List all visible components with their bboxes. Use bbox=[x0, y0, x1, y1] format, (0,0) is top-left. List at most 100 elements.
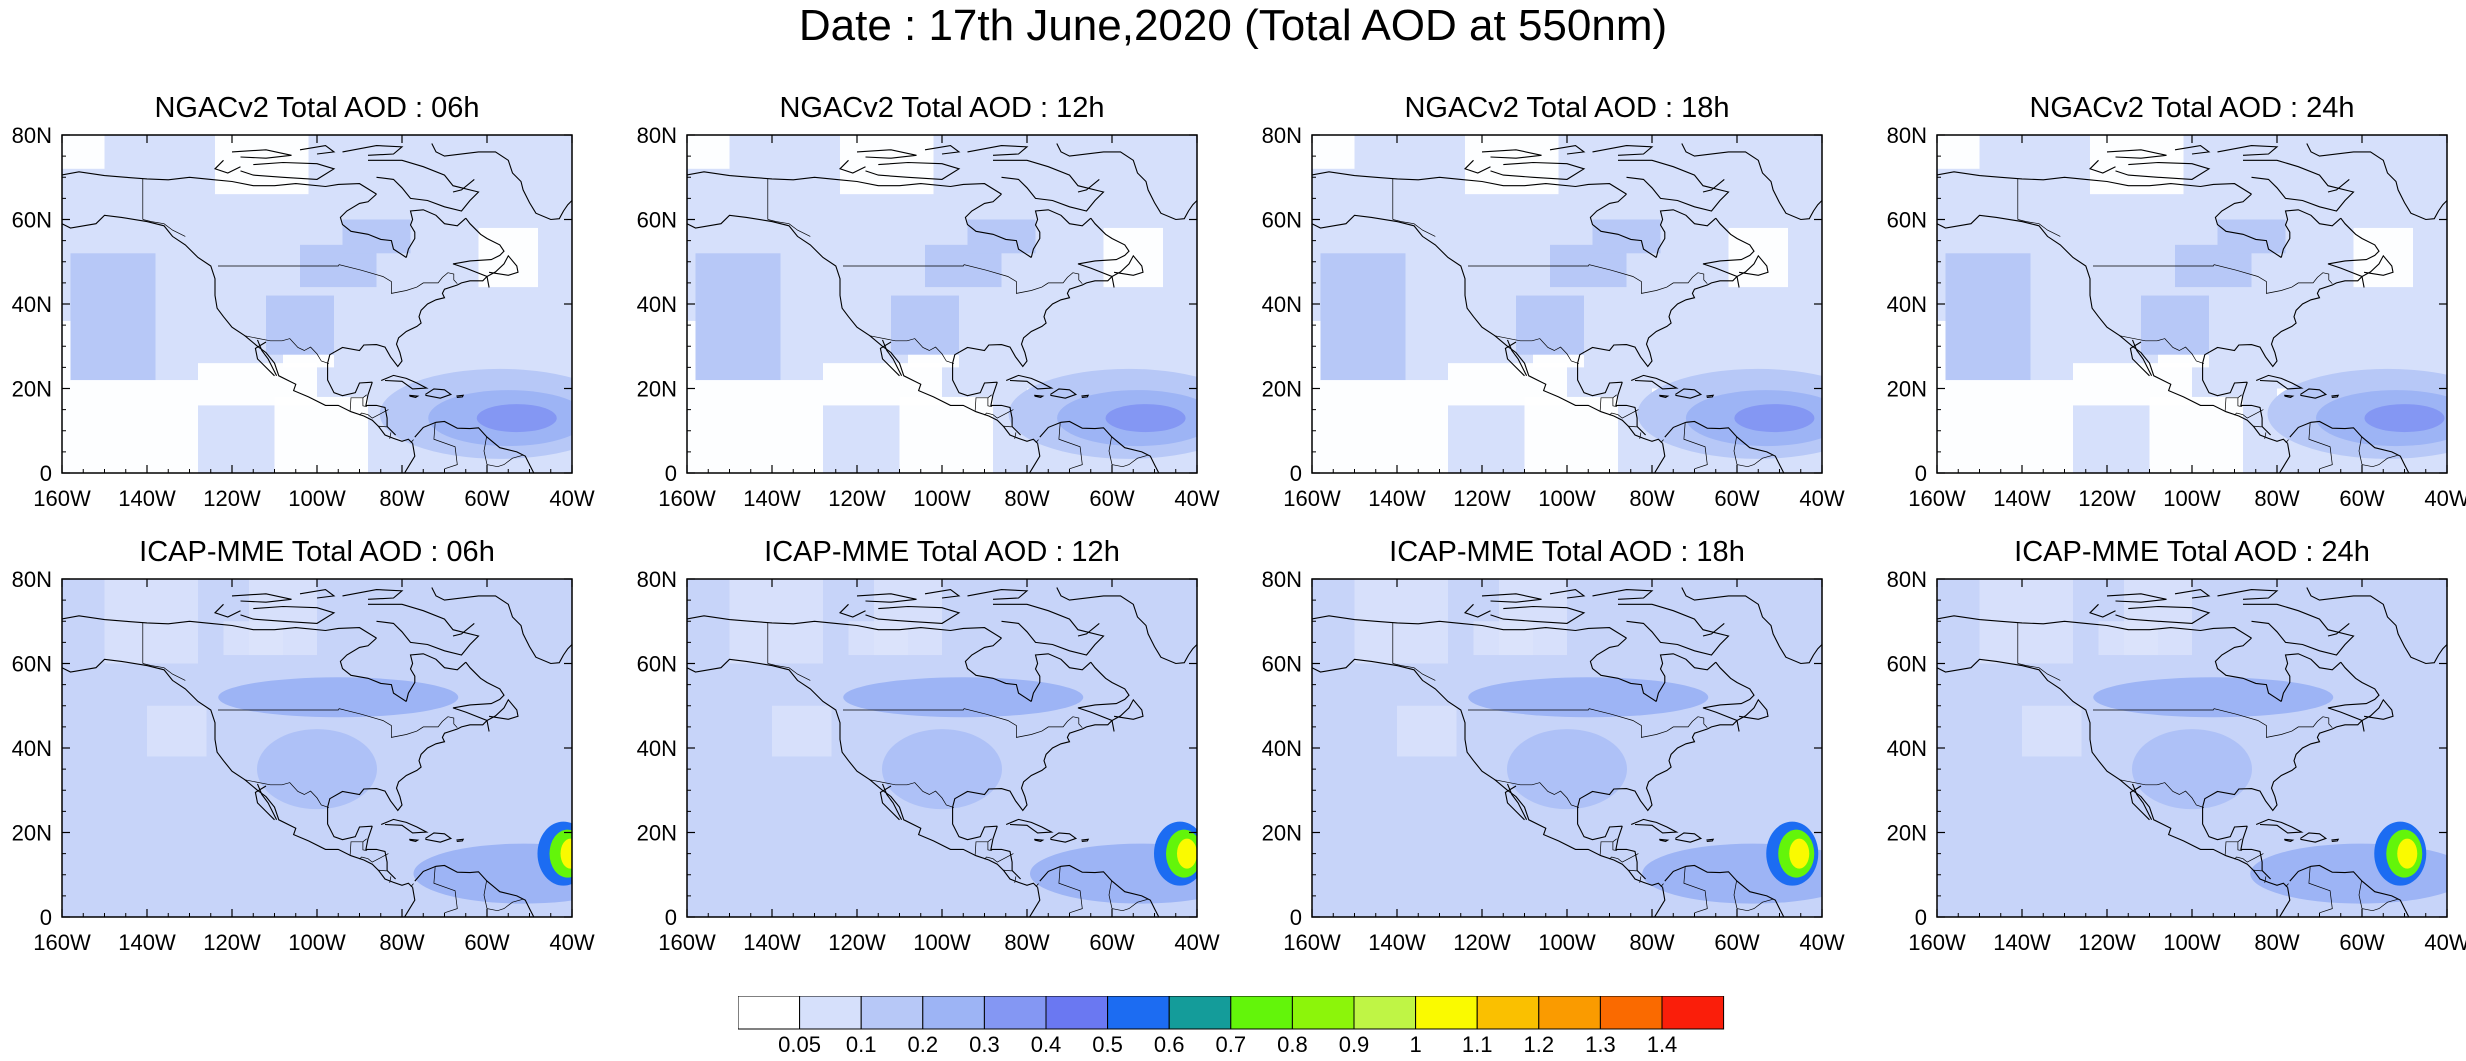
colorbar-swatch bbox=[1292, 996, 1354, 1029]
y-tick-label: 20N bbox=[12, 377, 52, 402]
colorbar-swatch bbox=[861, 996, 923, 1029]
panel-title: ICAP-MME Total AOD : 06h bbox=[62, 535, 572, 569]
colorbar-swatch bbox=[1169, 996, 1231, 1029]
x-tick-label: 140W bbox=[743, 930, 801, 955]
x-tick-label: 60W bbox=[1714, 486, 1759, 511]
smoke-band bbox=[2132, 729, 2252, 809]
smoke-band bbox=[882, 729, 1002, 809]
x-tick-label: 40W bbox=[2424, 486, 2466, 511]
y-tick-label: 80N bbox=[637, 567, 677, 592]
x-tick-label: 60W bbox=[464, 486, 509, 511]
aod-moderate-region bbox=[1593, 220, 1661, 254]
y-tick-label: 80N bbox=[1887, 567, 1927, 592]
y-tick-label: 80N bbox=[12, 567, 52, 592]
y-tick-label: 40N bbox=[637, 292, 677, 317]
colorbar-swatch bbox=[923, 996, 985, 1029]
aod-clean-region bbox=[2150, 397, 2244, 473]
dust-plume-core bbox=[1106, 404, 1186, 432]
y-tick-label: 80N bbox=[12, 123, 52, 148]
x-tick-label: 160W bbox=[33, 930, 91, 955]
aod-moderate-region bbox=[343, 220, 411, 254]
panel-title: NGACv2 Total AOD : 12h bbox=[687, 91, 1197, 125]
colorbar-swatch bbox=[1662, 996, 1724, 1029]
aod-field bbox=[1937, 135, 2466, 473]
dust-plume-outer bbox=[414, 844, 634, 904]
y-tick-label: 20N bbox=[12, 821, 52, 846]
aod-clean-region bbox=[900, 397, 994, 473]
aod-clean-region bbox=[1312, 380, 1448, 473]
aod-clean-region bbox=[687, 380, 823, 473]
colorbar-label: 0.1 bbox=[846, 1032, 877, 1056]
colorbar-label: 0.2 bbox=[908, 1032, 939, 1056]
smoke-band bbox=[1507, 729, 1627, 809]
x-tick-label: 120W bbox=[1453, 486, 1511, 511]
y-tick-label: 20N bbox=[1262, 821, 1302, 846]
x-tick-label: 100W bbox=[1538, 930, 1596, 955]
x-tick-label: 120W bbox=[1453, 930, 1511, 955]
aod-clean-region bbox=[687, 135, 730, 169]
panel-title: NGACv2 Total AOD : 06h bbox=[62, 91, 572, 125]
panel-title: NGACv2 Total AOD : 18h bbox=[1312, 91, 1822, 125]
x-tick-label: 140W bbox=[118, 486, 176, 511]
aod-field bbox=[1312, 135, 1877, 473]
y-tick-label: 40N bbox=[1262, 736, 1302, 761]
x-tick-label: 40W bbox=[1799, 486, 1844, 511]
x-tick-label: 160W bbox=[1283, 486, 1341, 511]
aod-field bbox=[1312, 579, 1862, 917]
colorbar-swatch bbox=[1600, 996, 1662, 1029]
aod-clean-region bbox=[1525, 397, 1619, 473]
colorbar-swatch bbox=[1477, 996, 1539, 1029]
colorbar-label: 0.8 bbox=[1277, 1032, 1308, 1056]
y-tick-label: 0 bbox=[1290, 905, 1302, 930]
x-tick-label: 120W bbox=[203, 930, 261, 955]
x-tick-label: 100W bbox=[288, 930, 346, 955]
colorbar-label: 0.05 bbox=[778, 1032, 821, 1056]
aod-clean-region bbox=[1937, 135, 1980, 169]
aod-moderate-region bbox=[2141, 296, 2209, 355]
dust-plume-core bbox=[477, 404, 557, 432]
aod-moderate-region bbox=[1321, 253, 1406, 380]
dust-plume-core bbox=[2365, 404, 2445, 432]
y-tick-label: 0 bbox=[1915, 461, 1927, 486]
x-tick-label: 60W bbox=[2339, 486, 2384, 511]
y-tick-label: 40N bbox=[1887, 292, 1927, 317]
dust-plume-core bbox=[1734, 404, 1814, 432]
x-tick-label: 80W bbox=[1004, 930, 1049, 955]
colorbar-swatch bbox=[738, 996, 800, 1029]
y-tick-label: 40N bbox=[12, 736, 52, 761]
panel-title: ICAP-MME Total AOD : 24h bbox=[1937, 535, 2447, 569]
dust-plume-outer bbox=[2250, 844, 2466, 904]
x-tick-label: 40W bbox=[1799, 930, 1844, 955]
aod-clean-region bbox=[62, 135, 105, 169]
figure-title: Date : 17th June,2020 (Total AOD at 550n… bbox=[0, 0, 2466, 54]
y-tick-label: 20N bbox=[1887, 377, 1927, 402]
y-tick-label: 0 bbox=[665, 461, 677, 486]
y-tick-label: 60N bbox=[1887, 652, 1927, 677]
x-tick-label: 40W bbox=[549, 486, 594, 511]
x-tick-label: 140W bbox=[1993, 930, 2051, 955]
colorbar-swatch bbox=[1108, 996, 1170, 1029]
aod-field bbox=[687, 135, 1249, 473]
y-tick-label: 80N bbox=[637, 123, 677, 148]
x-tick-label: 140W bbox=[118, 930, 176, 955]
y-tick-label: 60N bbox=[12, 652, 52, 677]
x-tick-label: 60W bbox=[2339, 930, 2384, 955]
aod-moderate-region bbox=[1516, 296, 1584, 355]
smoke-band bbox=[257, 729, 377, 809]
smoke-band bbox=[843, 677, 1083, 717]
x-tick-label: 40W bbox=[549, 930, 594, 955]
x-tick-label: 140W bbox=[743, 486, 801, 511]
colorbar-label: 1.1 bbox=[1462, 1032, 1493, 1056]
y-tick-label: 80N bbox=[1262, 567, 1302, 592]
x-tick-label: 120W bbox=[828, 930, 886, 955]
aod-field bbox=[62, 135, 620, 473]
panel-title: ICAP-MME Total AOD : 12h bbox=[687, 535, 1197, 569]
